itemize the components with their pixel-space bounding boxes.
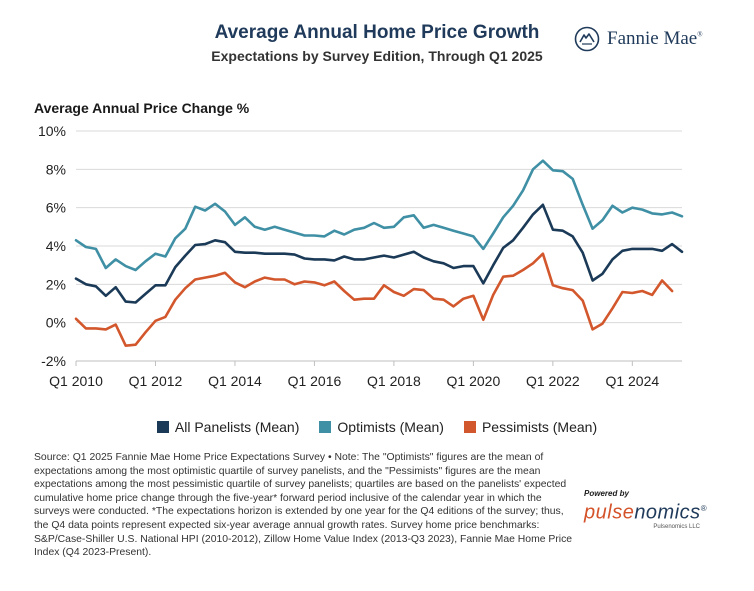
x-tick-label: Q1 2010: [49, 373, 103, 389]
y-tick-label: -2%: [41, 353, 66, 369]
y-tick-label: 4%: [46, 238, 66, 254]
y-axis-label: Average Annual Price Change %: [34, 100, 250, 116]
y-tick-label: 8%: [46, 161, 66, 177]
x-tick-label: Q1 2016: [288, 373, 342, 389]
x-tick-label: Q1 2014: [208, 373, 262, 389]
pulsenomics-logo: Powered by pulsenomics® Pulsenomics LLC: [584, 489, 707, 530]
legend: All Panelists (Mean) Optimists (Mean) Pe…: [0, 419, 754, 435]
x-tick-label: Q1 2018: [367, 373, 421, 389]
legend-label: All Panelists (Mean): [174, 419, 300, 435]
brand-logo: Fannie Mae®: [574, 25, 703, 53]
powered-by-label: Powered by: [584, 489, 629, 498]
x-tick-label: Q1 2012: [129, 373, 183, 389]
legend-item-optimists: Optimists (Mean): [319, 419, 444, 435]
brand-registered-mark: ®: [697, 30, 703, 39]
series-line-optimists-mean: [74, 159, 684, 272]
legend-swatch-pessimists: [463, 421, 476, 433]
series-line-pessimists-mean: [74, 252, 674, 347]
legend-swatch-optimists: [319, 421, 332, 433]
legend-label: Optimists (Mean): [337, 419, 444, 435]
brand-name: Fannie Mae®: [607, 28, 703, 49]
x-tick-label: Q1 2020: [447, 373, 501, 389]
series-line-all-panelists-mean: [74, 203, 684, 304]
pulsenomics-wordmark: pulsenomics®: [584, 501, 708, 524]
x-tick-label: Q1 2022: [526, 373, 580, 389]
fannie-mae-logo-icon: [574, 26, 600, 52]
line-chart: -2% 0% 2% 4% 6% 8% 10% Q1 2010 Q1 2012 Q1 2014 Q1 …: [38, 123, 684, 389]
legend-item-all-panelists: All Panelists (Mean): [156, 419, 300, 435]
y-tick-label: 0%: [46, 315, 66, 331]
legend-item-pessimists: Pessimists (Mean): [463, 419, 598, 435]
chart-title: Average Annual Home Price Growth: [214, 22, 540, 43]
chart-subtitle: Expectations by Survey Edition, Through …: [211, 48, 543, 64]
legend-swatch-all-panelists: [156, 421, 169, 433]
pulsenomics-llc-label: Pulsenomics LLC: [653, 523, 700, 530]
y-tick-label: 10%: [38, 123, 66, 139]
x-tick-label: Q1 2024: [605, 373, 659, 389]
y-tick-label: 6%: [46, 200, 66, 216]
source-note: Source: Q1 2025 Fannie Mae Home Price Ex…: [34, 452, 573, 559]
legend-label: Pessimists (Mean): [481, 419, 598, 435]
y-tick-label: 2%: [46, 276, 66, 292]
